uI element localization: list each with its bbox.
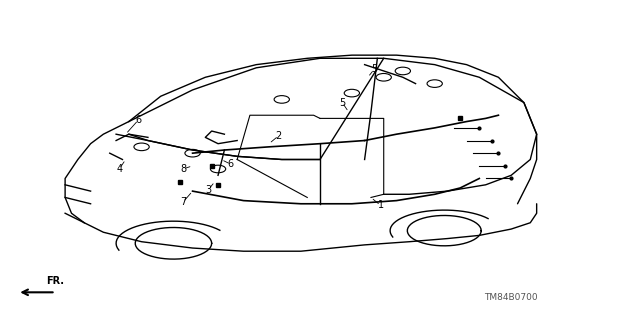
Text: 2: 2 (275, 131, 282, 141)
Text: 5: 5 (371, 64, 378, 74)
Text: 7: 7 (180, 197, 186, 207)
Text: 6: 6 (228, 159, 234, 169)
Text: 8: 8 (180, 164, 186, 174)
Text: 1: 1 (378, 200, 383, 210)
Text: FR.: FR. (46, 276, 64, 286)
Text: 3: 3 (205, 184, 212, 195)
Text: 4: 4 (116, 164, 122, 174)
Text: 6: 6 (135, 115, 141, 125)
Text: TM84B0700: TM84B0700 (484, 293, 538, 302)
Text: 5: 5 (339, 98, 346, 108)
